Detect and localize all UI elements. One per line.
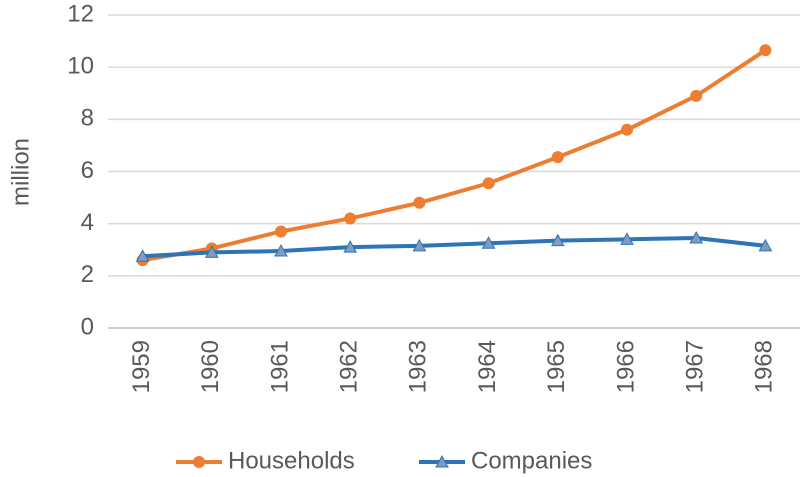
x-tick-label: 1963: [405, 340, 432, 393]
data-point: [482, 177, 495, 190]
x-tick-label: 1962: [336, 340, 363, 393]
x-tick-label: 1965: [543, 340, 570, 393]
data-point: [690, 89, 703, 102]
x-tick-label: 1960: [197, 340, 224, 393]
series-line: [142, 48, 767, 263]
data-point: [274, 244, 288, 257]
data-point: [344, 212, 357, 225]
legend-marker: [193, 456, 205, 468]
x-tick-label: 1964: [474, 340, 501, 393]
y-tick-label: 10: [67, 53, 94, 80]
x-tick-label: 1961: [266, 340, 293, 393]
data-point: [412, 238, 427, 252]
x-tick-label: 1959: [128, 340, 155, 393]
data-point: [343, 240, 358, 253]
y-tick-label: 12: [67, 0, 94, 27]
data-point: [413, 196, 426, 209]
x-tick-label: 1967: [682, 340, 709, 393]
y-tick-label: 0: [81, 313, 94, 340]
data-point: [758, 238, 773, 252]
y-tick-label: 4: [81, 209, 94, 236]
data-point: [135, 249, 150, 262]
x-tick-label: 1966: [612, 340, 639, 393]
y-tick-label: 6: [81, 157, 94, 184]
legend-marker: [435, 454, 449, 468]
data-point: [550, 233, 565, 247]
data-point: [204, 245, 219, 258]
y-tick-label: 8: [81, 105, 94, 132]
x-tick-label: 1968: [751, 340, 778, 393]
data-point: [275, 225, 287, 238]
legend-label: Households: [228, 447, 355, 474]
data-point: [551, 151, 564, 164]
y-axis-label: million: [7, 138, 34, 206]
data-point: [759, 44, 772, 57]
data-point: [689, 230, 704, 244]
data-point: [481, 236, 496, 249]
data-point: [620, 232, 634, 245]
series-line: [142, 236, 766, 259]
legend-label: Companies: [471, 447, 592, 474]
data-point: [621, 123, 633, 136]
y-tick-label: 2: [81, 261, 94, 288]
